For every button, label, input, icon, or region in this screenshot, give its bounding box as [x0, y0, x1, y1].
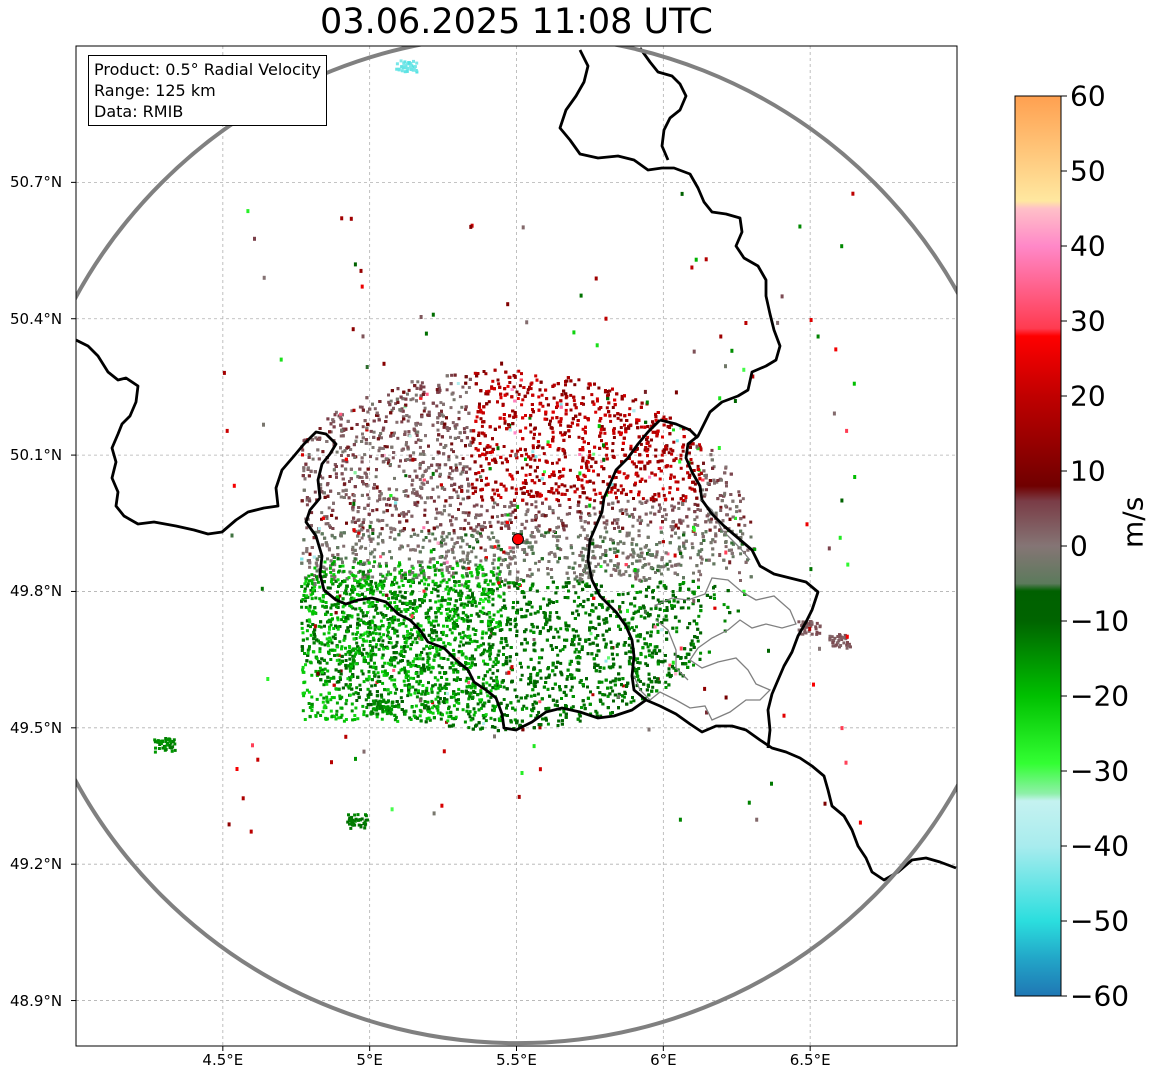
lon-tick-label: 4.5°E	[202, 1051, 244, 1069]
colorbar	[1014, 95, 1062, 997]
lon-tick-label: 6.5°E	[789, 1051, 831, 1069]
colorbar-tick-label: 30	[1070, 304, 1106, 338]
colorbar-tick-label: −10	[1070, 604, 1130, 638]
colorbar-tick-label: −40	[1070, 829, 1130, 863]
country-borders	[76, 47, 957, 882]
colorbar-tick-label: 10	[1070, 454, 1106, 488]
lat-tick-label: 48.9°N	[10, 991, 63, 1010]
colorbar-tick-label: 40	[1070, 229, 1106, 263]
velocity-echo-field	[153, 59, 862, 834]
range-label: Range: 125 km	[94, 81, 216, 100]
lat-tick-label: 49.8°N	[10, 582, 63, 601]
lat-tick-label: 49.2°N	[10, 855, 63, 874]
colorbar-tick-label: −30	[1070, 754, 1130, 788]
map-title: 03.06.2025 11:08 UTC	[320, 2, 713, 42]
colorbar-tick-label: 0	[1070, 529, 1088, 563]
colorbar-tick-label: 50	[1070, 154, 1106, 188]
colorbar-tick-label: 60	[1070, 79, 1106, 113]
lon-tick-label: 5°E	[356, 1051, 383, 1069]
colorbar-tick-label: −20	[1070, 679, 1130, 713]
lon-tick-label: 5.5°E	[496, 1051, 537, 1069]
lat-tick-label: 50.7°N	[10, 173, 63, 192]
colorbar-tick-label: 20	[1070, 379, 1106, 413]
product-label: Product: 0.5° Radial Velocity	[94, 60, 322, 79]
radar-site-marker	[511, 533, 524, 546]
product-info-box: Product: 0.5° Radial Velocity Range: 125…	[88, 55, 328, 126]
source-label: Data: RMIB	[94, 102, 184, 121]
lat-tick-label: 49.5°N	[10, 718, 63, 737]
colorbar-tick-label: −50	[1070, 904, 1130, 938]
axis-ticks	[71, 181, 811, 1051]
colorbar-unit-label: m/s	[1116, 496, 1150, 548]
lat-tick-label: 50.4°N	[10, 309, 63, 328]
colorbar-tick-label: −60	[1070, 979, 1130, 1013]
lon-tick-label: 6°E	[650, 1051, 677, 1069]
lat-tick-label: 50.1°N	[10, 446, 63, 465]
range-ring	[76, 46, 957, 1046]
colorbar-ticks	[1061, 95, 1067, 997]
